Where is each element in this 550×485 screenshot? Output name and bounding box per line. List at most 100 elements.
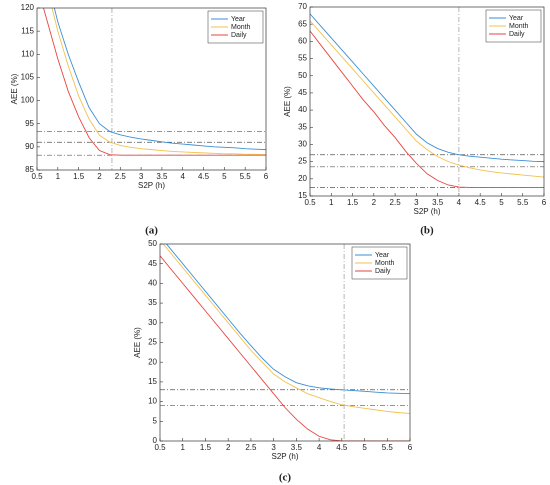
x-tick-label: 6 <box>264 172 269 181</box>
series-line <box>160 255 410 441</box>
x-tick-label: 4 <box>317 443 322 452</box>
x-axis-label: S2P (h) <box>138 181 165 190</box>
series-line <box>310 30 544 188</box>
x-axis-label: S2P (h) <box>272 452 299 461</box>
x-tick-label: 1.5 <box>347 198 359 207</box>
y-tick-label: 105 <box>21 73 35 82</box>
x-tick-label: 6 <box>542 198 547 207</box>
x-tick-label: 3.5 <box>291 443 303 452</box>
legend-label: Year <box>509 15 524 22</box>
x-tick-label: 2.5 <box>390 198 402 207</box>
y-tick-label: 35 <box>298 122 307 131</box>
x-tick-label: 2.5 <box>245 443 257 452</box>
series-line <box>310 13 544 163</box>
y-tick-label: 55 <box>298 54 307 63</box>
y-tick-label: 115 <box>21 26 34 35</box>
series-line <box>165 244 410 395</box>
x-tick-label: 1.5 <box>73 172 85 181</box>
y-tick-label: 100 <box>21 96 35 105</box>
y-tick-label: 50 <box>298 71 307 80</box>
y-tick-label: 30 <box>298 140 307 149</box>
x-tick-label: 3 <box>271 443 276 452</box>
x-tick-label: 4 <box>181 172 186 181</box>
legend-label: Daily <box>231 32 247 39</box>
x-tick-label: 1.5 <box>200 443 212 452</box>
y-tick-label: 60 <box>298 36 307 45</box>
y-tick-label: 120 <box>21 3 35 12</box>
x-tick-label: 4.5 <box>475 198 487 207</box>
y-tick-label: 40 <box>298 105 307 114</box>
x-tick-label: 6 <box>408 443 413 452</box>
y-tick-label: 10 <box>148 397 157 406</box>
x-tick-label: 2 <box>226 443 231 452</box>
x-tick-label: 0.5 <box>154 443 166 452</box>
y-tick-label: 15 <box>298 191 307 200</box>
x-tick-label: 1 <box>329 198 334 207</box>
x-tick-label: 3.5 <box>156 172 168 181</box>
legend-label: Daily <box>375 268 391 275</box>
x-tick-label: 5 <box>499 198 504 207</box>
x-tick-label: 5.5 <box>240 172 252 181</box>
legend-label: Year <box>375 252 390 259</box>
x-tick-label: 2.5 <box>115 172 127 181</box>
y-tick-label: 40 <box>148 279 157 288</box>
panel-label: (c) <box>279 472 292 484</box>
x-tick-label: 2 <box>372 198 377 207</box>
y-tick-label: 85 <box>25 165 34 174</box>
series-line <box>43 8 266 156</box>
y-tick-label: 65 <box>298 19 307 28</box>
y-tick-label: 20 <box>148 357 157 366</box>
x-tick-label: 1 <box>181 443 186 452</box>
y-tick-label: 15 <box>148 377 157 386</box>
axes-box <box>159 243 411 442</box>
chart: 0.5 1 1.5 2 2.5 3 3.5 4 4.5 5 5.5 6 0 5 10 15 20 25 30 35 40… <box>133 239 413 484</box>
plot <box>37 8 266 170</box>
chart: 0.5 1 1.5 2 2.5 3 3.5 4 4.5 5 5.5 6 85 90 95 100 105 110 1… <box>10 3 269 237</box>
x-tick-label: 5 <box>222 172 227 181</box>
series-line <box>162 244 410 414</box>
y-tick-label: 45 <box>298 88 307 97</box>
series-line <box>51 8 266 156</box>
x-tick-label: 4.5 <box>336 443 348 452</box>
y-axis-label: AEE (%) <box>10 73 19 104</box>
series-line <box>310 20 544 178</box>
x-tick-label: 1 <box>56 172 61 181</box>
legend-label: Month <box>375 260 395 267</box>
legend-label: Month <box>509 23 529 30</box>
x-tick-label: 4.5 <box>198 172 210 181</box>
legend-label: Year <box>231 16 246 23</box>
y-tick-label: 25 <box>298 157 307 166</box>
y-tick-label: 95 <box>25 119 34 128</box>
legend-label: Month <box>231 24 251 31</box>
y-tick-label: 45 <box>148 259 157 268</box>
y-tick-label: 20 <box>298 174 307 183</box>
y-axis-label: AEE (%) <box>133 327 142 358</box>
series-line <box>53 8 266 151</box>
y-tick-label: 0 <box>153 436 158 445</box>
x-tick-label: 0.5 <box>31 172 43 181</box>
panel-label: (a) <box>145 225 158 237</box>
axes-box <box>309 6 545 197</box>
axes-box <box>36 7 267 171</box>
y-tick-label: 90 <box>25 142 34 151</box>
y-tick-label: 5 <box>153 416 158 425</box>
y-tick-label: 70 <box>298 2 307 11</box>
x-tick-label: 0.5 <box>304 198 316 207</box>
y-tick-label: 25 <box>148 338 157 347</box>
chart: 0.5 1 1.5 2 2.5 3 3.5 4 4.5 5 5.5 6 15 20 25 30 35 40 45 50… <box>283 2 547 236</box>
x-tick-label: 2 <box>97 172 102 181</box>
panel-label: (b) <box>420 225 434 237</box>
plot <box>310 7 544 196</box>
y-tick-label: 35 <box>148 298 157 307</box>
plot <box>160 244 410 441</box>
x-tick-label: 4 <box>457 198 462 207</box>
y-axis-label: AEE (%) <box>283 86 292 117</box>
x-axis-label: S2P (h) <box>414 207 441 216</box>
x-tick-label: 5.5 <box>382 443 394 452</box>
x-tick-label: 3 <box>139 172 144 181</box>
y-tick-label: 110 <box>21 49 34 58</box>
x-tick-label: 3 <box>414 198 419 207</box>
x-tick-label: 5 <box>362 443 367 452</box>
y-tick-label: 30 <box>148 318 157 327</box>
